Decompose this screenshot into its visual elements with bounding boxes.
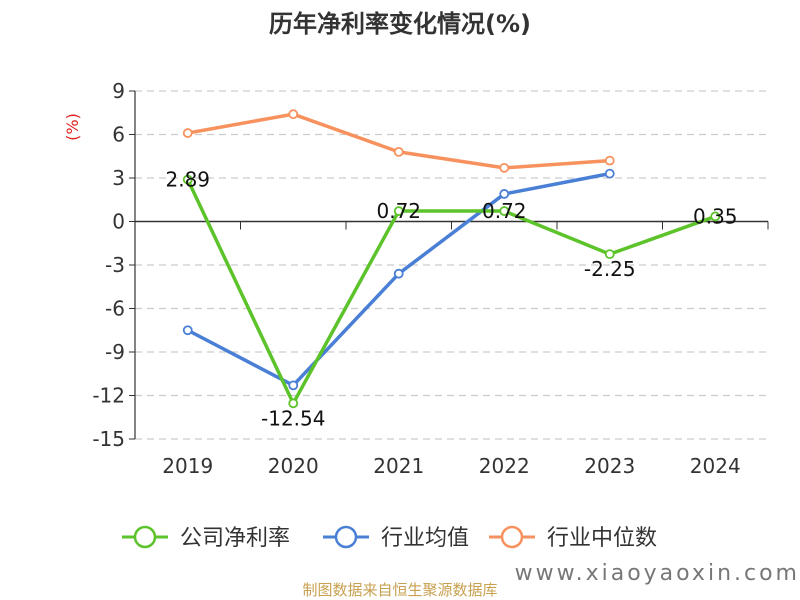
legend-item[interactable]: 公司净利率 <box>122 525 290 551</box>
data-label: 0.72 <box>376 199 421 223</box>
y-tick-label: -6 <box>105 297 125 321</box>
x-tick-label: 2019 <box>162 454 213 478</box>
data-label: -12.54 <box>261 406 325 430</box>
series-line <box>187 112 610 170</box>
data-point <box>182 174 193 185</box>
data-label: 0.72 <box>482 199 527 223</box>
x-tick-label: 2022 <box>479 454 530 478</box>
y-tick-label: 0 <box>112 210 125 234</box>
data-label: 0.35 <box>693 204 738 228</box>
y-tick-label: -15 <box>92 427 125 451</box>
data-labels: 2.89 -12.54 0.72 0.72 -2.25 0.35 <box>165 168 737 431</box>
y-tick-label: 6 <box>112 123 125 147</box>
data-point <box>288 380 299 391</box>
x-tick-label: 2020 <box>268 454 319 478</box>
x-tick-labels: 2019 2020 2021 2022 2023 2024 <box>162 454 740 478</box>
legend-marker <box>500 525 524 549</box>
series-line <box>186 178 716 406</box>
x-tick-label: 2021 <box>373 454 424 478</box>
y-tick-labels: 9 6 3 0 -3 -6 -9 -12 -15 <box>92 79 125 451</box>
data-point <box>182 128 193 138</box>
legend-label: 行业均值 <box>381 526 469 551</box>
legend-item[interactable]: 行业均值 <box>323 525 469 551</box>
y-tick-label: -9 <box>105 340 125 364</box>
data-point <box>604 249 615 260</box>
data-label: 2.89 <box>165 168 210 192</box>
data-point <box>604 168 615 179</box>
data-point <box>393 268 404 279</box>
data-point <box>604 155 615 166</box>
source-note: 制图数据来自恒生聚源数据库 <box>302 581 497 599</box>
data-point <box>499 162 510 173</box>
axes <box>129 90 769 440</box>
legend-label: 公司净利率 <box>180 526 290 551</box>
y-axis-label: (%) <box>63 113 82 141</box>
y-tick-label: 9 <box>112 79 125 103</box>
series-0 <box>182 174 721 409</box>
series-lines <box>182 109 721 409</box>
data-point <box>499 189 510 199</box>
data-point <box>288 109 299 120</box>
data-point <box>182 325 193 336</box>
series-2 <box>182 109 615 173</box>
data-point <box>288 398 299 409</box>
legend-label: 行业中位数 <box>547 526 657 551</box>
watermark: www.xiaoyaoxin.com <box>515 561 800 586</box>
legend-marker <box>133 525 157 549</box>
legend-marker <box>334 525 358 549</box>
legend[interactable]: 公司净利率 行业均值 行业中位数 <box>122 525 657 551</box>
data-point <box>393 206 404 216</box>
data-point <box>710 211 721 222</box>
y-tick-label: 3 <box>112 166 125 190</box>
data-label: -2.25 <box>584 257 636 281</box>
grid-lines <box>135 90 768 440</box>
x-tick-label: 2024 <box>690 454 741 478</box>
y-tick-label: -3 <box>105 253 125 277</box>
y-tick-label: -12 <box>92 384 125 408</box>
data-point <box>499 206 510 216</box>
legend-item[interactable]: 行业中位数 <box>489 525 657 551</box>
chart-title: 历年净利率变化情况(%) <box>269 10 531 38</box>
data-point <box>393 146 404 157</box>
x-tick-label: 2023 <box>584 454 635 478</box>
series-1 <box>182 168 615 391</box>
